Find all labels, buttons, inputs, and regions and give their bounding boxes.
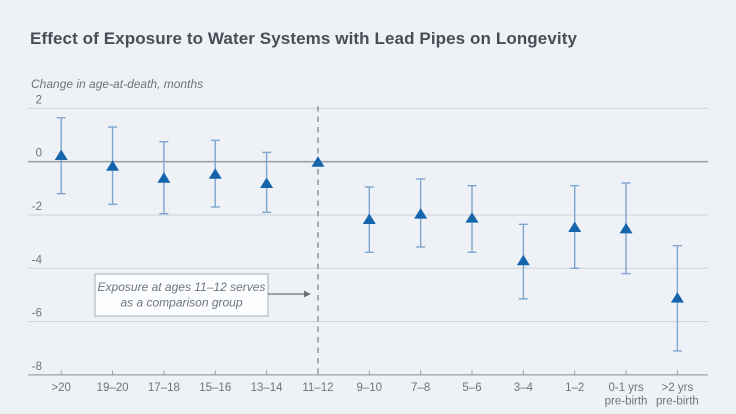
data-point-marker (157, 172, 171, 183)
x-tick-label: 5–6 (462, 382, 481, 394)
x-tick-label: 13–14 (251, 382, 284, 394)
data-point-marker (619, 222, 633, 234)
y-tick-label: -8 (32, 361, 42, 373)
y-tick-label: -2 (32, 201, 42, 213)
annotation-box (94, 273, 269, 317)
data-point-marker (568, 221, 582, 232)
x-tick-label: 17–18 (148, 382, 180, 394)
x-tick-label: 9–10 (357, 382, 383, 394)
data-point-marker (670, 292, 684, 303)
data-point-marker (414, 208, 428, 219)
annotation-arrowhead (303, 290, 311, 298)
y-tick-label: -4 (32, 254, 43, 266)
data-point-marker (54, 149, 68, 161)
data-point-marker (260, 177, 274, 189)
x-tick-label: pre-birth (656, 396, 699, 408)
data-point-marker (311, 156, 325, 167)
x-tick-label: 0-1 yrs (608, 382, 643, 394)
x-tick-label: 7–8 (411, 382, 430, 394)
data-point-marker (208, 168, 222, 179)
annotation-text: Exposure at ages 11–12 serves (98, 280, 266, 294)
data-point-marker (465, 212, 479, 223)
page-title: Effect of Exposure to Water Systems with… (30, 29, 578, 48)
x-tick-label: 19–20 (97, 382, 129, 394)
x-tick-label: >2 yrs (662, 382, 694, 394)
x-tick-label: 11–12 (302, 382, 333, 394)
y-axis-unit-label: Change in age-at-death, months (31, 77, 204, 91)
annotation-text: as a comparison group (120, 296, 242, 310)
y-tick-label: 0 (36, 148, 42, 160)
x-tick-label: 1–2 (565, 382, 584, 394)
data-point-marker (516, 254, 530, 266)
y-tick-label: 2 (36, 94, 42, 106)
y-tick-label: -6 (32, 308, 42, 320)
x-tick-label: >20 (51, 382, 71, 394)
x-tick-label: pre-birth (605, 396, 648, 408)
data-point-marker (362, 213, 376, 224)
data-point-marker (106, 160, 120, 171)
x-tick-label: 3–4 (514, 382, 534, 394)
x-tick-label: 15–16 (199, 382, 231, 394)
